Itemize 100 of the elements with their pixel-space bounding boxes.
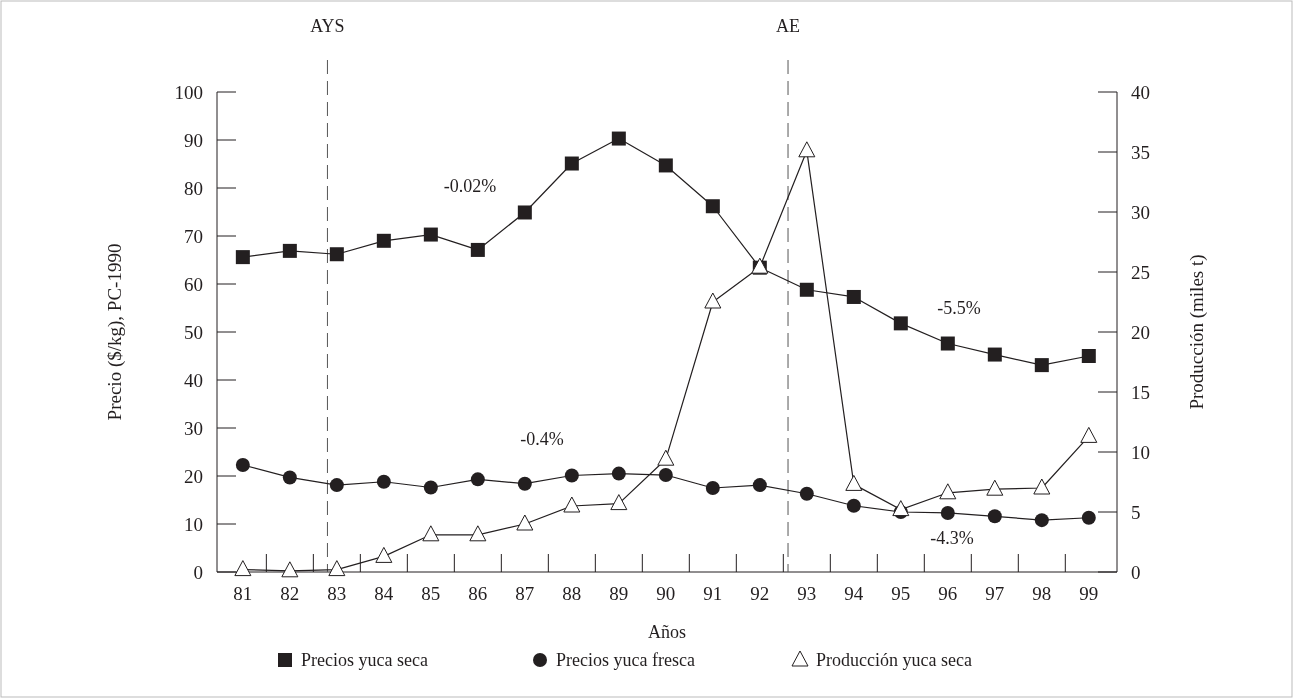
point xyxy=(705,481,720,495)
point xyxy=(986,479,1004,496)
point xyxy=(376,474,391,489)
x-tick-label: 92 xyxy=(750,583,770,604)
y-axis-title: Precio ($/kg), PC-1990 xyxy=(104,243,126,421)
point xyxy=(892,500,910,517)
point xyxy=(846,289,861,304)
x-tick-label: 99 xyxy=(1079,583,1099,604)
point xyxy=(987,347,1002,362)
point xyxy=(798,141,816,158)
y2-tick-label: 20 xyxy=(1131,321,1150,343)
x-tick-label: 87 xyxy=(515,583,535,604)
x-tick-label: 96 xyxy=(938,583,958,604)
y2-tick-label: 10 xyxy=(1131,441,1150,463)
point xyxy=(658,158,673,173)
annotation: -0.02% xyxy=(443,176,497,197)
point xyxy=(517,205,532,220)
point xyxy=(423,480,438,495)
legend-label: Producción yuca seca xyxy=(816,650,972,671)
point xyxy=(1033,478,1051,495)
y2-tick-label: 15 xyxy=(1131,381,1150,403)
x-tick-label: 94 xyxy=(844,583,864,604)
ref-line-label: AYS xyxy=(310,16,345,36)
point xyxy=(328,560,346,577)
x-tick-label: 91 xyxy=(703,583,723,604)
ref-line-label: AE xyxy=(776,16,801,36)
x-tick-label: 82 xyxy=(280,583,300,604)
point xyxy=(705,199,720,214)
y2-tick-label: 30 xyxy=(1131,201,1150,223)
point xyxy=(939,483,957,500)
x-tick-label: 90 xyxy=(656,583,676,604)
point xyxy=(657,449,675,466)
y-tick-label: 70 xyxy=(184,225,203,247)
y-tick-label: 10 xyxy=(184,513,203,535)
point xyxy=(940,336,955,351)
point xyxy=(470,242,485,257)
x-tick-label: 95 xyxy=(891,583,911,604)
point xyxy=(1034,358,1049,373)
y2-axis-title: Producción (miles t) xyxy=(1185,254,1208,410)
point xyxy=(564,468,579,483)
x-tick-label: 93 xyxy=(797,583,817,604)
point xyxy=(376,233,391,248)
x-axis-title: Años xyxy=(647,622,687,642)
y-tick-label: 50 xyxy=(184,321,203,343)
point xyxy=(235,457,250,472)
point xyxy=(563,496,581,513)
x-tick-label: 86 xyxy=(468,583,488,604)
point xyxy=(845,474,863,491)
point xyxy=(893,316,908,331)
y2-tick-label: 5 xyxy=(1131,501,1141,523)
point xyxy=(704,292,722,309)
point xyxy=(234,560,252,577)
point xyxy=(1080,426,1098,443)
point xyxy=(752,478,767,493)
x-tick-label: 83 xyxy=(327,583,347,604)
point xyxy=(564,156,579,171)
point xyxy=(940,505,955,520)
x-tick-label: 88 xyxy=(562,583,582,604)
point xyxy=(469,525,487,542)
point xyxy=(658,468,673,483)
point xyxy=(235,250,250,265)
point xyxy=(422,525,440,542)
point xyxy=(517,476,532,491)
y2-tick-label: 40 xyxy=(1131,81,1150,103)
y-tick-label: 0 xyxy=(193,561,203,583)
point xyxy=(375,546,393,563)
annotation: -4.3% xyxy=(930,528,974,549)
y-tick-label: 80 xyxy=(184,177,203,199)
y-tick-label: 100 xyxy=(174,81,203,103)
point xyxy=(846,498,861,513)
point xyxy=(1034,513,1049,528)
point xyxy=(516,514,534,531)
point xyxy=(611,466,626,481)
y-tick-label: 60 xyxy=(184,273,203,295)
x-tick-label: 84 xyxy=(374,583,394,604)
x-tick-label: 89 xyxy=(609,583,629,604)
point xyxy=(1081,349,1096,363)
y2-tick-label: 25 xyxy=(1131,261,1150,283)
point xyxy=(987,509,1002,524)
point xyxy=(282,470,297,485)
point xyxy=(611,131,626,146)
point xyxy=(282,243,297,258)
annotation: -0.4% xyxy=(520,429,564,450)
x-tick-label: 98 xyxy=(1032,583,1052,604)
point xyxy=(281,561,299,578)
point xyxy=(1081,510,1096,525)
legend-label: Precios yuca fresca xyxy=(556,650,695,671)
y-tick-label: 90 xyxy=(184,129,203,151)
legend-label: Precios yuca seca xyxy=(301,650,428,671)
y-tick-label: 30 xyxy=(184,417,203,439)
point xyxy=(799,486,814,501)
point xyxy=(423,227,438,242)
x-tick-label: 97 xyxy=(985,583,1005,604)
annotation: -5.5% xyxy=(937,298,981,319)
point xyxy=(610,494,628,511)
y2-tick-label: 0 xyxy=(1131,561,1141,583)
point xyxy=(470,472,485,487)
y-tick-label: 40 xyxy=(184,369,203,391)
y2-tick-label: 35 xyxy=(1131,141,1150,163)
point xyxy=(799,282,814,297)
